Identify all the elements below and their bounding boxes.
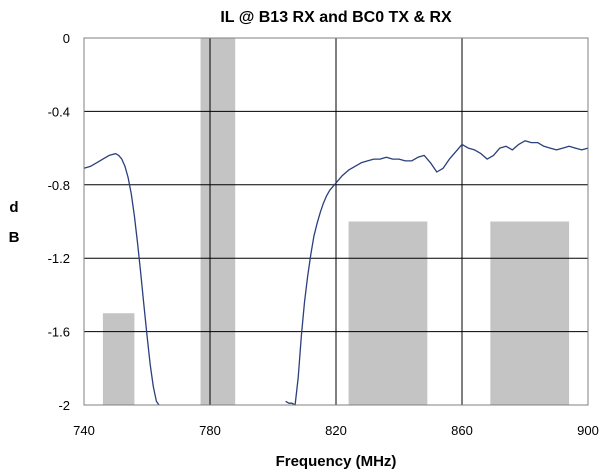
chart-title: IL @ B13 RX and BC0 TX & RX <box>220 9 452 26</box>
y-axis-label-line-2: B <box>9 229 20 246</box>
y-tick-label: -2 <box>58 398 70 413</box>
x-tick-label: 900 <box>577 423 599 438</box>
mask-bar-3 <box>348 221 428 405</box>
x-tick-label: 740 <box>73 423 95 438</box>
mask-bar-1 <box>102 313 135 405</box>
x-axis-label: Frequency (MHz) <box>276 453 397 470</box>
y-tick-label: -1.6 <box>48 325 70 340</box>
series-1-segment-1 <box>83 152 160 406</box>
y-tick-label: 0 <box>63 31 70 46</box>
mask-bar-4 <box>490 221 570 405</box>
y-tick-label: -1.2 <box>48 251 70 266</box>
y-tick-label: -0.8 <box>48 178 70 193</box>
x-tick-label: 780 <box>199 423 221 438</box>
y-axis-label-line-1: d <box>9 199 18 216</box>
mask-bar-2 <box>200 38 236 405</box>
x-tick-label: 860 <box>451 423 473 438</box>
y-tick-label: -0.4 <box>48 104 70 119</box>
series-1-segment-2 <box>285 140 589 406</box>
plot-border <box>83 37 589 406</box>
x-tick-label: 820 <box>325 423 347 438</box>
